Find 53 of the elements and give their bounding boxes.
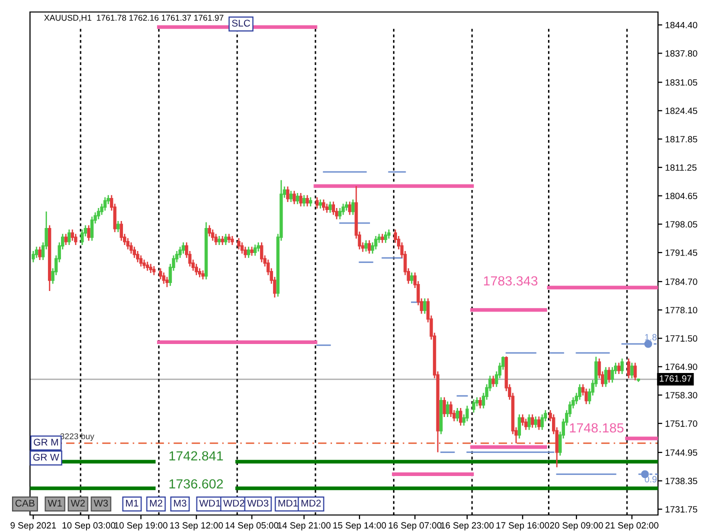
annotation: M2: [150, 500, 162, 507]
y-tick-label: 1791.45: [666, 250, 698, 256]
x-tick-label: 10 Sep 03:00: [62, 522, 116, 530]
y-tick-label: 1764.90: [666, 364, 698, 370]
x-tick-label: 9 Sep 2021: [10, 522, 56, 530]
annotation: 1783.343: [484, 276, 538, 286]
annotation: M1: [126, 500, 138, 507]
y-tick-label: 1758.30: [666, 392, 698, 398]
y-tick-label: 1778.10: [666, 306, 698, 314]
annotation: 1748.185: [570, 423, 624, 433]
y-tick-label: 1744.95: [666, 449, 698, 456]
annotation: 1.8: [645, 334, 657, 340]
annotation: GR M: [34, 438, 58, 446]
x-tick-label: 14 Sep 21:00: [278, 522, 331, 530]
x-tick-label: 15 Sep 14:00: [333, 522, 386, 530]
annotation: 1736.602: [169, 479, 223, 489]
x-tick-label: 14 Sep 05:00: [226, 522, 278, 530]
chart-title: XAUUSD,H1 1761.78 1762.16 1761.37 1761.97: [44, 14, 224, 22]
y-tick-label: 1824.45: [666, 108, 698, 114]
x-tick-label: 21 Sep 02:00: [606, 522, 658, 530]
x-tick-label: 10 Sep 19:00: [114, 522, 168, 530]
annotation: W1: [48, 500, 62, 507]
x-tick-label: 20 Sep 09:00: [550, 522, 603, 530]
y-tick-label: 1731.75: [666, 506, 698, 513]
y-tick-label: 1771.50: [666, 335, 698, 342]
ref-line-label: 1761.97: [660, 375, 692, 382]
y-tick-label: 1751.70: [666, 420, 698, 427]
annotation: MD1: [278, 500, 298, 507]
annotation: SLC: [232, 20, 250, 27]
x-tick-label: 16 Sep 23:00: [440, 522, 494, 530]
y-tick-label: 1811.25: [666, 164, 697, 171]
y-tick-label: 1837.80: [666, 50, 698, 57]
annotation: GR W: [33, 454, 60, 461]
y-tick-label: 1804.65: [666, 192, 698, 200]
annotation: WD1: [199, 500, 220, 507]
y-tick-label: 1817.85: [666, 136, 698, 142]
x-tick-label: 13 Sep 12:00: [170, 522, 223, 530]
annotation: W3: [94, 500, 108, 507]
y-tick-label: 1798.05: [666, 221, 698, 228]
annotation: 3223 buy: [60, 433, 94, 441]
y-tick-label: 1844.40: [666, 22, 698, 28]
y-tick-label: 1784.70: [666, 278, 698, 285]
x-tick-label: 16 Sep 07:00: [388, 522, 442, 530]
x-tick-label: 17 Sep 16:00: [496, 522, 550, 530]
annotation: WD2: [223, 500, 244, 507]
y-tick-label: 1738.35: [666, 478, 698, 484]
annotation: M3: [174, 500, 186, 507]
y-tick-label: 1831.05: [666, 79, 698, 86]
annotation: CAB: [16, 500, 34, 507]
annotation: MD2: [302, 500, 321, 507]
annotation: 1742.841: [169, 451, 223, 461]
annotation: W2: [70, 500, 85, 507]
annotation: WD3: [247, 500, 268, 507]
